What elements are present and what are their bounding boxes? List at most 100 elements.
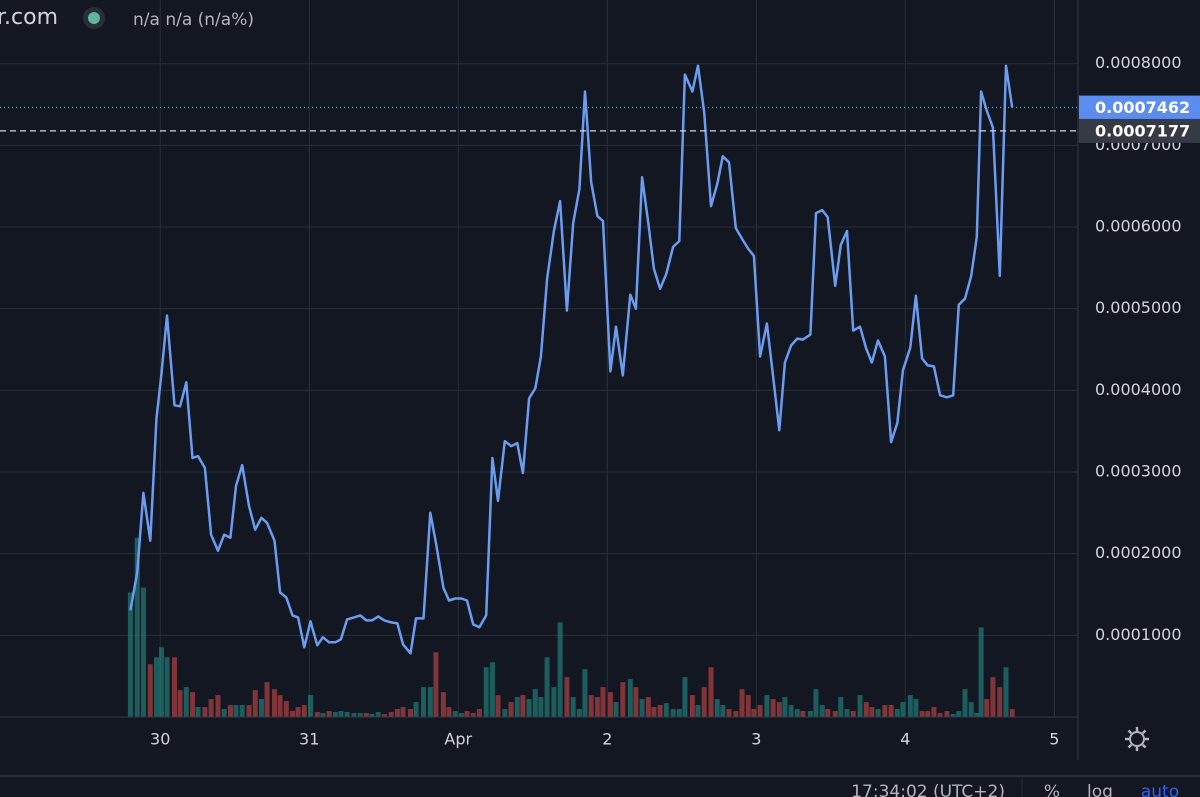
volume-bar [825,709,831,717]
volume-bar [557,622,563,717]
clock: 17:34:02 (UTC+2) [851,782,1005,797]
volume-bar [708,667,714,717]
y-tick-label: 0.0001000 [1095,625,1182,644]
volume-bar [907,695,913,717]
volume-bar [458,713,464,717]
volume-bar [147,664,153,717]
price-label: 0.0007462 [1095,98,1190,117]
volume-bar [863,702,869,717]
volume-bar [158,647,164,717]
volume-bar [452,711,458,717]
volume-bar [277,695,283,717]
volume-bar [239,705,245,717]
volume-bar [627,679,633,717]
volume-bar [532,689,538,717]
plot [0,64,1078,655]
percent-button[interactable]: % [1044,782,1060,797]
volume-bar [944,711,950,717]
y-tick-label: 0.0005000 [1095,298,1182,317]
volume-bar [819,705,825,717]
volume-bar [984,699,990,717]
volume-bar [271,689,277,717]
y-tick-label: 0.0003000 [1095,462,1182,481]
volume-bar [332,712,338,717]
volume-bar [233,705,239,717]
volume-bar [470,713,476,717]
x-tick-label: 31 [299,730,319,749]
legend-values: n/a n/a (n/a%) [133,10,254,30]
volume-bar [190,692,195,717]
volume-bar [388,712,394,717]
volume-bar [344,712,350,717]
volume-bar [582,669,588,717]
volume-bar [202,707,208,717]
volume-bar [421,687,426,717]
y-tick-label: 0.0002000 [1095,543,1182,562]
volume-bar [164,657,170,717]
volume-bar [670,709,676,717]
volume-bar [227,705,233,717]
volume-bar [326,711,332,717]
volume-bar [645,697,651,717]
volume-bar [788,705,794,717]
volume-bar [301,705,307,717]
volume-bar [246,705,252,717]
volume-bar [800,711,806,717]
volume-bar [639,699,645,717]
volume-bar [446,707,452,717]
volume-bar [739,689,745,717]
volume-bar [363,713,369,717]
log-button[interactable]: log [1087,782,1113,797]
volume-bar [733,711,739,717]
volume-bar [875,709,881,717]
volume-bar [844,709,850,717]
volume-bar [925,711,931,717]
volume-bar [782,697,788,717]
settings-icon[interactable] [1125,727,1149,751]
volume-bar [913,699,919,717]
volume [127,537,1015,717]
volume-bar [657,705,663,717]
volume-bar [433,652,439,717]
volume-bar [794,709,800,717]
volume-bar [283,701,289,717]
x-tick-label: Apr [444,730,472,749]
gear[interactable] [1129,731,1145,747]
volume-bar [183,687,189,717]
symbol: r.com [0,5,58,30]
volume-bar [594,697,600,717]
y-tick-label: 0.0008000 [1095,53,1182,72]
volume-bar [720,705,726,717]
volume-bar [745,695,751,717]
volume-bar [489,662,495,717]
axis: 0.0001000 0.0002000 0.0003000 0.0004000 0.00… [150,53,1200,749]
volume-bar [651,707,657,717]
volume-bar [140,587,146,717]
volume-bar [381,714,387,717]
x-tick-label: 3 [751,730,761,749]
volume-bar [807,711,813,717]
volume-bar [689,695,695,717]
price-label: 0.0007177 [1095,121,1190,140]
volume-bar [544,657,550,717]
volume-bar [171,657,177,717]
gear-teeth[interactable] [1125,727,1149,751]
auto-button[interactable]: auto [1141,782,1179,797]
volume-bar [440,692,446,717]
volume-bar [570,697,576,717]
volume-bar [888,705,894,717]
volume-bar [307,695,313,717]
volume-bar [127,592,133,717]
grid [0,0,1078,717]
volume-bar [900,702,906,717]
volume-bar [369,714,375,717]
volume-bar [502,709,508,717]
volume-bar [633,687,639,717]
volume-bar [134,537,140,717]
volume-bar [221,709,227,717]
volume-bar [968,702,974,717]
volume-bar [314,712,320,717]
volume-bar [813,689,819,717]
volume-bar [974,713,980,717]
volume-bar [663,703,669,717]
